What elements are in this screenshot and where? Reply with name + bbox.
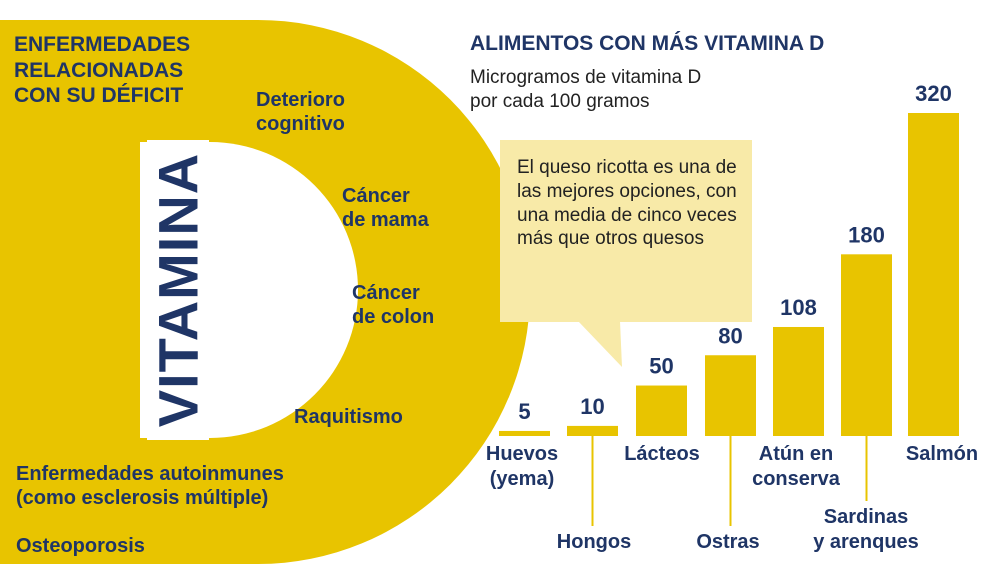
category-label-2-0: Lácteos — [624, 443, 700, 465]
diseases-title: ENFERMEDADES RELACIONADAS CON SU DÉFICIT — [14, 33, 191, 108]
disease-colon-cancer: Cáncer de colon — [352, 282, 435, 328]
bar-5 — [841, 254, 892, 436]
category-label-0-0: Huevos — [486, 443, 558, 465]
disease-cognitive-decline: Deterioro cognitivo — [256, 89, 345, 135]
chart-title: ALIMENTOS CON MÁS VITAMINA D — [470, 32, 825, 55]
ricotta-callout: El queso ricotta es una de las mejores o… — [500, 140, 752, 322]
bar-value-0: 5 — [518, 399, 530, 424]
disease-osteoporosis: Osteoporosis — [16, 535, 145, 557]
chart-subtitle: Microgramos de vitamina D por cada 100 g… — [470, 67, 702, 112]
vitamina-vertical-word: VITAMINA — [147, 140, 209, 440]
category-label-3-0: Ostras — [696, 531, 759, 553]
category-label-5-0: Sardinas — [824, 506, 908, 528]
bar-3 — [705, 355, 756, 436]
bar-4 — [773, 326, 824, 436]
bar-6 — [908, 113, 959, 436]
category-label-4-1: conserva — [752, 468, 841, 490]
category-label-6-0: Salmón — [906, 443, 978, 465]
category-label-4-0: Atún en — [759, 443, 833, 465]
bar-value-1: 10 — [580, 394, 604, 419]
bar-1 — [567, 425, 618, 436]
category-label-0-1: (yema) — [490, 468, 554, 490]
category-label-5-1: y arenques — [813, 531, 919, 553]
bar-value-3: 80 — [718, 323, 742, 348]
bar-2 — [636, 385, 687, 436]
bar-value-4: 108 — [780, 295, 817, 320]
callout-pointer — [578, 321, 622, 367]
disease-breast-cancer: Cáncer de mama — [342, 185, 429, 231]
disease-rickets: Raquitismo — [294, 406, 403, 428]
bar-value-5: 180 — [848, 222, 885, 247]
bar-0 — [499, 430, 550, 436]
category-label-1-0: Hongos — [557, 531, 631, 553]
disease-autoimmune: Enfermedades autoinmunes (como esclerosis… — [16, 463, 284, 509]
bar-value-6: 320 — [915, 81, 952, 106]
bar-value-2: 50 — [649, 354, 673, 379]
